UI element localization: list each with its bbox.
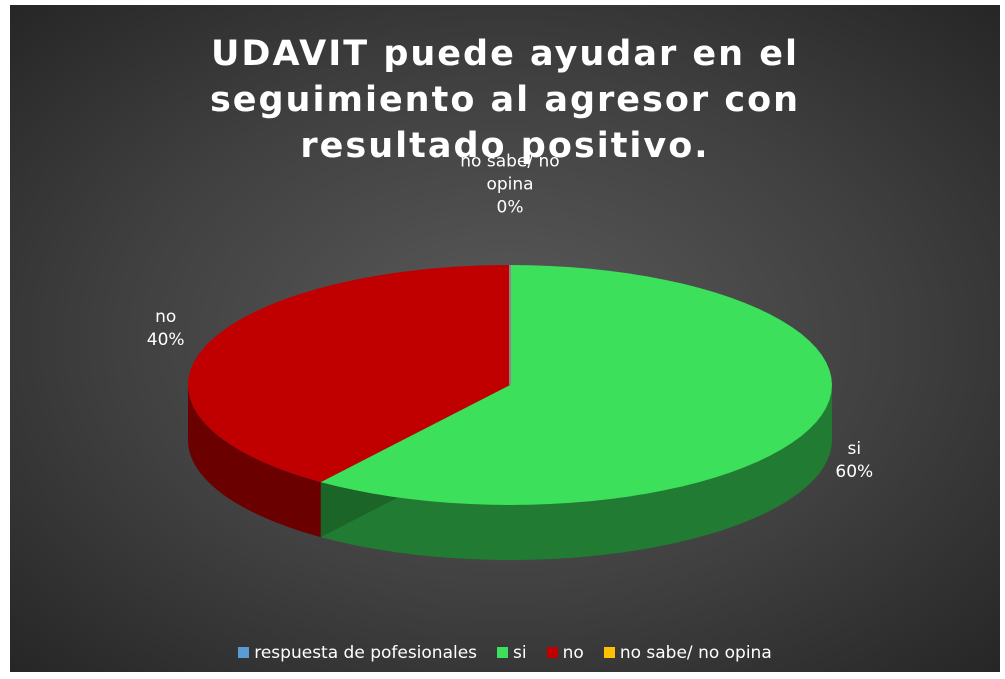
legend-label: no sabe/ no opina — [619, 643, 772, 663]
data-label-value: 60% — [835, 461, 874, 482]
legend-swatch — [603, 647, 615, 658]
data-label-value: 40% — [146, 330, 185, 351]
pie — [188, 265, 832, 560]
chart-title: UDAVIT puede ayudar en el seguimiento al… — [209, 34, 801, 166]
legend-item: no sabe/ no opina — [603, 643, 772, 663]
legend-item: no — [546, 643, 584, 663]
legend-swatch — [497, 647, 509, 658]
pie-wall — [188, 385, 321, 538]
data-label-category: no — [155, 307, 177, 328]
legend: respuesta de pofesionales si no no sabe/ no… — [10, 643, 1000, 663]
pie-slice — [320, 265, 832, 505]
pie-wall — [320, 385, 832, 560]
legend-item: respuesta de pofesionales — [238, 643, 477, 663]
pie-slice — [188, 265, 510, 483]
pie-tops — [188, 265, 832, 505]
data-label: no 40% — [147, 306, 185, 352]
legend-swatch — [546, 647, 558, 658]
legend-label: si — [513, 643, 527, 663]
data-label-value: 0% — [496, 197, 524, 218]
legend-item: si — [497, 643, 527, 663]
data-label: si 60% — [835, 438, 873, 484]
data-label: no sabe/ no opina 0% — [440, 151, 580, 220]
chart: UDAVIT puede ayudar en el seguimiento al… — [10, 5, 1000, 672]
legend-label: no — [562, 643, 584, 663]
legend-label: respuesta de pofesionales — [254, 643, 478, 663]
legend-swatch — [238, 647, 250, 658]
data-label-category: no sabe/ no opina — [460, 151, 560, 195]
data-label-category: si — [847, 438, 862, 459]
